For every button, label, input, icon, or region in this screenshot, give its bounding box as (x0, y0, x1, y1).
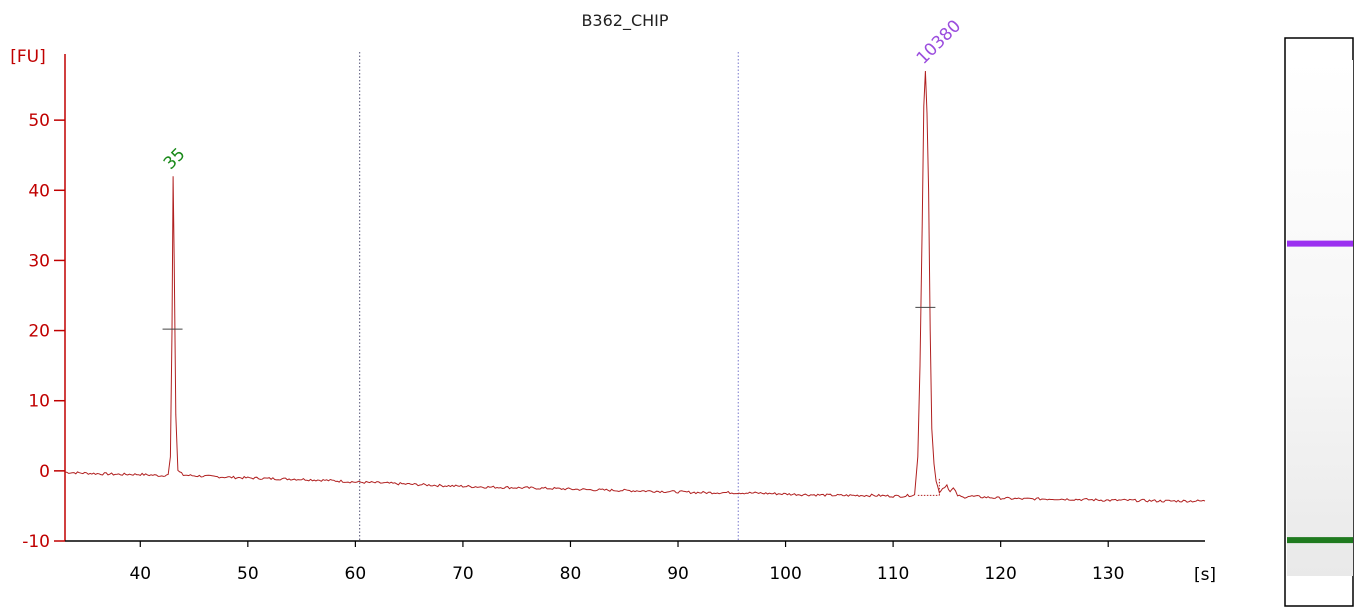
x-tick-label: 90 (667, 564, 689, 584)
y-tick-label: 50 (28, 111, 50, 131)
y-axis-label: [FU] (10, 47, 46, 67)
gel-lane-body (1287, 60, 1353, 576)
x-tick-label: 130 (1092, 564, 1124, 584)
vertical-markers (359, 52, 739, 541)
x-tick-label: 110 (877, 564, 909, 584)
series-group (64, 70, 1206, 503)
x-tick-label: 100 (769, 564, 801, 584)
y-tick-label: 10 (28, 392, 50, 412)
x-tick-label: 50 (237, 564, 259, 584)
y-tick-label: 0 (39, 462, 50, 482)
series-line (64, 70, 1206, 503)
peak-label: 35 (160, 144, 189, 173)
peak-markers: 35 10380 (160, 16, 965, 496)
gel-band (1287, 240, 1353, 247)
y-tick-label: 40 (28, 181, 50, 201)
gel-lane (1284, 37, 1354, 607)
y-tick-label: 30 (28, 251, 50, 271)
y-tick-label: 20 (28, 322, 50, 342)
x-tick-label: 60 (345, 564, 367, 584)
y-ticks: -10 0 10 20 30 40 50 (22, 111, 65, 552)
x-tick-label: 80 (560, 564, 582, 584)
gel-bands (1287, 240, 1353, 544)
x-tick-label: 70 (452, 564, 474, 584)
x-tick-label: 120 (984, 564, 1016, 584)
chart-title: B362_CHIP (581, 11, 668, 31)
axes (64, 54, 1205, 542)
x-tick-label: 40 (129, 564, 151, 584)
x-ticks: 40 50 60 70 80 90 100 110 120 130 (129, 541, 1124, 584)
peak-label: 10380 (913, 16, 965, 68)
y-tick-label: -10 (22, 532, 50, 552)
gel-band (1287, 537, 1353, 544)
x-axis-label: [s] (1194, 565, 1216, 585)
